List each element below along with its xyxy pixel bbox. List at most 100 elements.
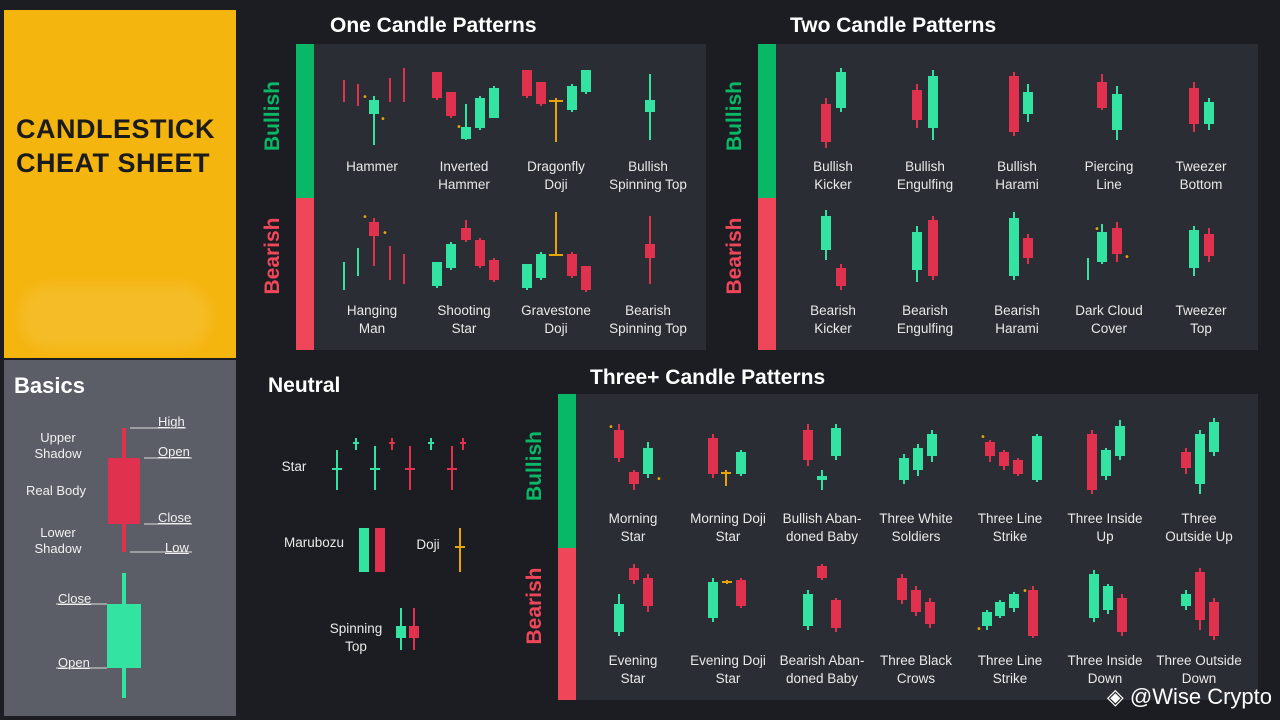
pattern-label-two_bull-0: Bullish Kicker (813, 159, 853, 192)
pattern-label-two_bear-1: Bearish Engulfing (896, 303, 954, 336)
pattern-label-two_bull-2: Bullish Harami (995, 159, 1039, 192)
one-bearish-bar (296, 198, 314, 350)
pattern-label-three_bull-1: Morning Doji Star (690, 511, 766, 544)
candle-37 (821, 98, 831, 148)
marker-dot-56: • (1094, 224, 1100, 235)
candle-52 (1023, 234, 1033, 264)
candle-46 (1204, 98, 1214, 130)
candle-90 (1032, 434, 1042, 482)
candle-113 (1028, 586, 1038, 638)
marker-dot-3: • (362, 92, 368, 103)
candle-29 (475, 238, 485, 268)
candle-64 (405, 446, 415, 490)
candle-112 (1009, 592, 1019, 612)
candle-74 (629, 470, 639, 490)
candle-109 (925, 598, 935, 628)
candle-67 (460, 438, 466, 450)
candle-95 (1181, 448, 1191, 474)
pattern-label-two_bear-4: Tweezer Top (1175, 303, 1227, 336)
candle-79 (721, 470, 731, 486)
candle-32 (536, 252, 546, 280)
pattern-label-two_bear-3: Dark Cloud Cover (1075, 303, 1143, 336)
doji-label: Doji (416, 537, 440, 552)
candle-7 (432, 72, 442, 100)
candle-48 (836, 264, 846, 290)
candle-116 (1089, 570, 1099, 622)
candle-71 (396, 608, 406, 650)
pattern-label-three_bull-2: Bullish Aban-doned Baby (782, 511, 862, 544)
candle-53 (1097, 224, 1107, 264)
marker-dot-22: • (362, 212, 368, 223)
pattern-label-one_bull-2: Dragonfly Doji (527, 159, 585, 192)
open-label: Open (158, 444, 190, 459)
candle-104 (803, 590, 813, 630)
marker-dot-57: • (1124, 252, 1130, 263)
candle-59 (1204, 228, 1214, 262)
candle-58 (1189, 226, 1199, 276)
candle-81 (803, 424, 813, 466)
basics-heading: Basics (14, 373, 85, 398)
two-candle-heading: Two Candle Patterns (790, 14, 997, 37)
candle-16 (567, 84, 577, 112)
upper-shadow-label: Upper Shadow (34, 430, 82, 461)
candle-80 (736, 450, 746, 476)
candle-110 (982, 610, 992, 630)
candle-111 (995, 600, 1005, 618)
candle-9 (461, 104, 471, 140)
candle-66 (447, 446, 457, 490)
candle-72 (409, 608, 419, 650)
candle-65 (428, 438, 434, 450)
decorative-glow (20, 285, 210, 349)
close-label: Close (158, 510, 192, 525)
candle-38 (836, 68, 846, 112)
candle-17 (581, 70, 591, 94)
pattern-label-three_bear-3: Three Black Crows (879, 653, 953, 686)
marubozu-label: Marubozu (283, 535, 345, 550)
pattern-label-three_bull-6: Three Outside Up (1165, 511, 1233, 544)
pattern-label-two_bear-2: Bearish Harami (994, 303, 1040, 336)
candle-101 (708, 578, 718, 622)
marker-dot-10: • (456, 122, 462, 133)
candle-93 (1101, 448, 1111, 480)
pattern-label-two_bull-1: Bullish Engulfing (896, 159, 954, 192)
title-card (4, 10, 236, 358)
candle-62 (370, 446, 380, 490)
candle-63 (389, 438, 395, 450)
high-label: High (158, 414, 185, 429)
candle-42 (1023, 84, 1033, 122)
candle-11 (475, 96, 485, 130)
close2-label: Close (58, 591, 92, 606)
candle-73 (614, 424, 624, 462)
pattern-label-three_bear-0: Evening Star (608, 653, 658, 686)
cheat-sheet-title: CANDLESTICK CHEAT SHEET (16, 114, 215, 178)
candle-2 (369, 96, 379, 145)
candle-30 (489, 258, 499, 282)
candle-78 (708, 434, 718, 478)
watermark: ◈ @Wise Crypto (1107, 684, 1272, 710)
pattern-label-three_bull-3: Three White Soldiers (879, 511, 953, 544)
candle-18 (645, 74, 655, 140)
candle-54 (1112, 222, 1122, 262)
marker-dot-23: • (382, 228, 388, 239)
candle-83 (831, 424, 841, 460)
candle-94 (1115, 420, 1125, 460)
candle-105 (817, 564, 827, 580)
pattern-label-one_bull-3: Bullish Spinning Top (609, 159, 687, 192)
two-bearish-bar (758, 198, 776, 350)
pattern-label-three_bear-4: Three Line Strike (977, 653, 1043, 686)
low-label: Low (165, 540, 189, 555)
candle-26 (432, 262, 442, 288)
marker-dot-91: • (980, 432, 986, 443)
candle-21 (369, 218, 379, 266)
basics-bear-body (108, 458, 140, 524)
candle-47 (821, 210, 831, 260)
candle-107 (897, 574, 907, 604)
candle-33 (549, 212, 563, 256)
basics-bull-body (107, 604, 141, 668)
one-bullish-bar (296, 44, 314, 198)
pattern-label-one_bear-3: Bearish Spinning Top (609, 303, 687, 336)
candle-45 (1189, 82, 1199, 132)
candle-41 (1009, 72, 1019, 136)
candle-85 (913, 444, 923, 476)
candle-12 (489, 86, 499, 118)
